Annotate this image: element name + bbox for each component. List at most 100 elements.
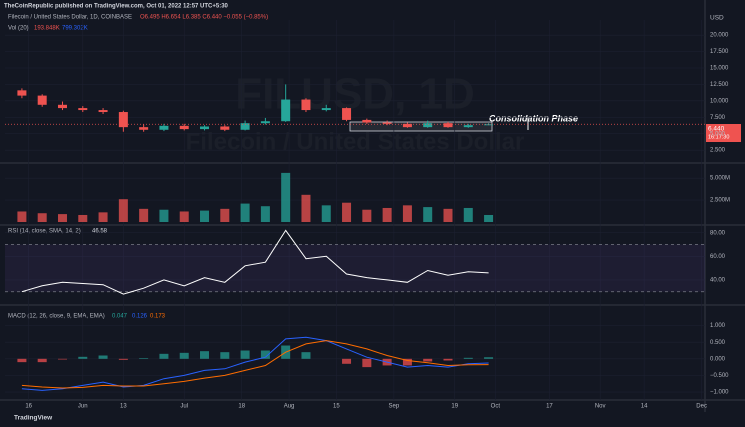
consolidation-box [349, 121, 493, 132]
macd-histogram-bar [17, 358, 27, 363]
volume-bar [78, 214, 88, 222]
candle-body [179, 125, 189, 130]
candle-body [98, 110, 108, 113]
macd-hist-value: 0.047 [112, 314, 128, 320]
x-tick-label: 14 [641, 404, 648, 410]
volume-bar [443, 208, 453, 222]
y-tick-label: 80.00 [710, 230, 726, 236]
macd-histogram-bar [220, 352, 230, 359]
macd-histogram-bar [342, 358, 352, 364]
volume-bar [159, 209, 169, 222]
y-tick-label: 1.000 [710, 323, 726, 329]
macd-histogram-bar [118, 358, 128, 360]
y-tick-label: −0.500 [710, 373, 729, 379]
y-tick-label: 40.00 [710, 278, 726, 284]
candle-body [382, 122, 392, 124]
volume-bar [362, 209, 372, 222]
countdown: 16:17:30 [708, 134, 729, 140]
macd-histogram-bar [362, 358, 372, 368]
macd-line [21, 336, 489, 391]
x-tick-label: Jul [180, 404, 188, 410]
macd-line [21, 340, 489, 389]
volume-bar [200, 210, 210, 222]
x-tick-label: Nov [595, 404, 606, 410]
candle-body [321, 108, 331, 111]
macd-histogram-bar [200, 351, 210, 359]
candle-body [17, 90, 27, 96]
macd-histogram-bar [402, 358, 412, 366]
candle-body [484, 124, 494, 126]
candle-body [37, 95, 47, 105]
x-tick-label: 18 [238, 404, 245, 410]
y-tick-label: 2.500M [710, 198, 730, 204]
volume-bar [423, 207, 433, 222]
macd-value: 0.126 [132, 314, 148, 320]
x-tick-label: 17 [546, 404, 553, 410]
y-tick-label: 7.500 [710, 115, 726, 121]
macd-histogram-bar [423, 358, 433, 362]
x-tick-label: Aug [284, 404, 295, 410]
candle-body [443, 123, 453, 128]
volume-bar [57, 214, 67, 222]
volume-label: Vol (20) [8, 26, 29, 32]
volume-bar [260, 206, 270, 222]
candle-body [423, 123, 433, 128]
rsi-value: 46.58 [92, 229, 108, 235]
y-tick-label: 15.000 [710, 66, 729, 72]
macd-histogram-bar [78, 356, 88, 359]
volume-bar [98, 212, 108, 222]
candle-body [139, 127, 149, 130]
candle-body [159, 125, 169, 130]
macd-histogram-bar [159, 353, 169, 359]
volume-bar [17, 211, 27, 222]
x-tick-label: 13 [120, 404, 127, 410]
macd-histogram-bar [139, 358, 149, 359]
currency: USD [710, 15, 724, 22]
candle-body [200, 126, 210, 130]
candle-body [220, 126, 230, 130]
candle-body [463, 125, 473, 128]
x-tick-label: Oct [491, 404, 501, 410]
rsi-label: RSI (14, close, SMA, 14, 2) [8, 229, 81, 235]
volume-bar [281, 172, 291, 222]
y-tick-label: 2.500 [710, 148, 726, 154]
candle-body [78, 108, 88, 111]
x-tick-label: 15 [333, 404, 340, 410]
y-tick-label: 0.500 [710, 340, 726, 346]
macd-histogram-bar [57, 358, 67, 360]
symbol: Filecoin / United States Dollar, 1D, COI… [8, 15, 132, 21]
y-tick-label: 0.000 [710, 356, 726, 362]
candle-body [260, 121, 270, 124]
candle-body [118, 112, 128, 128]
y-tick-label: 5.000M [710, 176, 730, 182]
volume-bar [37, 213, 47, 222]
macd-histogram-bar [260, 350, 270, 359]
x-tick-label: Dec [696, 404, 707, 410]
publisher: TheCoinRepublic published on TradingView… [4, 4, 229, 10]
macd-histogram-bar [240, 350, 250, 359]
volume-bar [402, 205, 412, 222]
volume-bar [220, 208, 230, 222]
macd-histogram-bar [484, 357, 494, 359]
watermark: FILUSD, 1D [235, 70, 475, 119]
volume-bar [179, 211, 189, 222]
volume-bar [139, 208, 149, 222]
volume-bar [484, 214, 494, 222]
candle-body [57, 104, 67, 109]
x-tick-label: 16 [25, 404, 32, 410]
watermark-sub: Filecoin / United States Dollar [186, 128, 525, 155]
macd-histogram-bar [443, 358, 453, 361]
macd-histogram-bar [37, 358, 47, 363]
y-tick-label: 60.00 [710, 254, 726, 260]
candle-body [342, 108, 352, 120]
candle-body [301, 99, 311, 111]
price-tag [706, 124, 741, 142]
y-tick-label: 10.000 [710, 98, 729, 104]
macd-signal-value: 0.173 [150, 314, 166, 320]
x-tick-label: Jun [78, 404, 88, 410]
price-tag-label: 6.440 [708, 126, 725, 133]
volume-bar [118, 199, 128, 222]
volume-bar [463, 207, 473, 222]
